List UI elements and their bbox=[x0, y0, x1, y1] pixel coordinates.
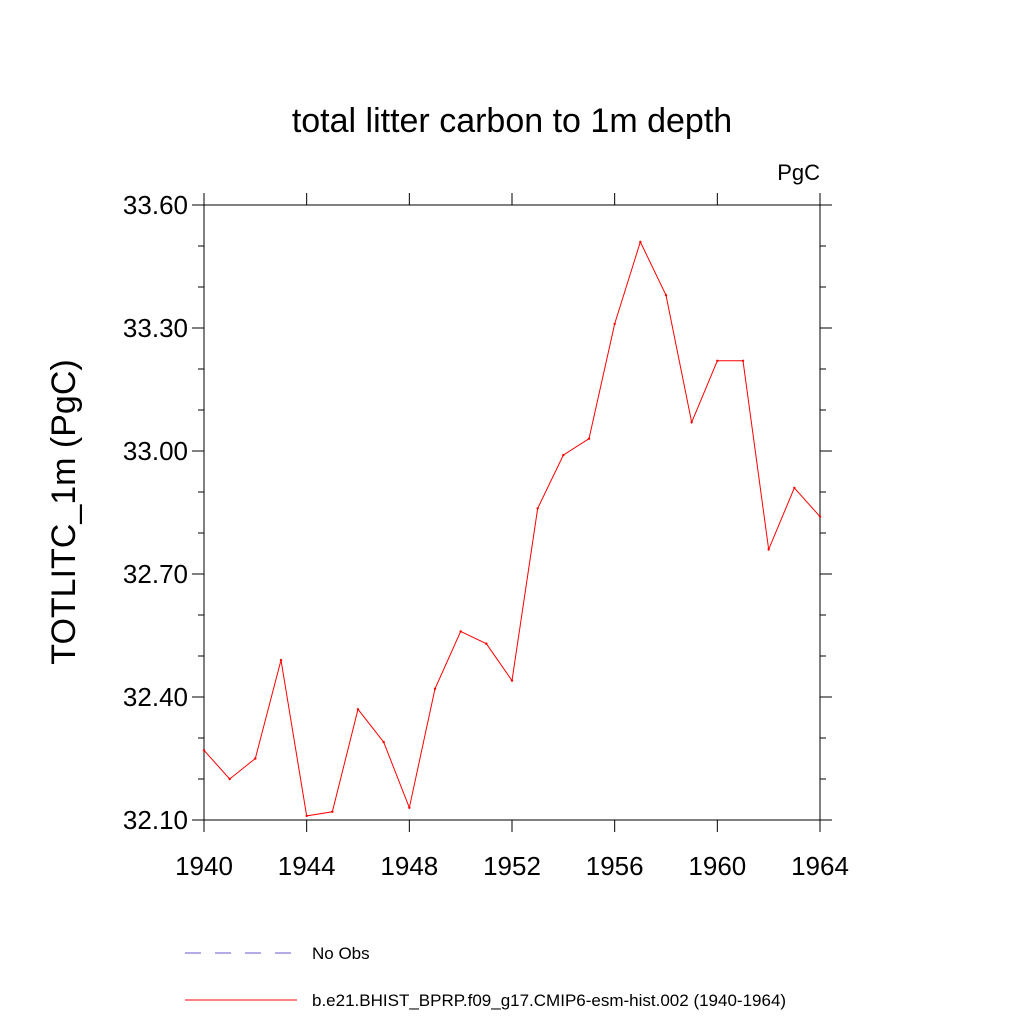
units-label: PgC bbox=[777, 160, 820, 185]
legend-label: b.e21.BHIST_BPRP.f09_g17.CMIP6-esm-hist.… bbox=[312, 991, 786, 1010]
data-point bbox=[433, 687, 437, 690]
data-point bbox=[716, 359, 719, 362]
data-point bbox=[664, 294, 668, 297]
data-point bbox=[279, 658, 283, 662]
y-tick-label: 32.40 bbox=[123, 682, 188, 712]
data-point bbox=[741, 359, 745, 362]
data-point bbox=[382, 740, 385, 744]
data-point bbox=[793, 486, 796, 490]
data-point bbox=[690, 421, 693, 424]
x-tick-label: 1964 bbox=[791, 851, 849, 881]
y-tick-label: 33.30 bbox=[123, 313, 188, 343]
plot-frame bbox=[203, 204, 821, 821]
data-point bbox=[228, 777, 231, 781]
data-point bbox=[305, 814, 308, 818]
data-point bbox=[485, 642, 488, 645]
data-point bbox=[459, 630, 462, 633]
y-tick-label: 33.60 bbox=[123, 190, 188, 220]
data-point bbox=[767, 548, 770, 551]
legend: No Obs b.e21.BHIST_BPRP.f09_g17.CMIP6-esm… bbox=[185, 944, 786, 1010]
data-point bbox=[202, 749, 206, 752]
x-tick-label: 1940 bbox=[175, 851, 233, 881]
data-point bbox=[331, 810, 334, 813]
data-point bbox=[536, 507, 539, 510]
data-point bbox=[356, 708, 360, 711]
series-layer bbox=[202, 240, 822, 818]
y-tick-label: 33.00 bbox=[123, 436, 188, 466]
series-line bbox=[203, 240, 821, 817]
x-tick-label: 1948 bbox=[380, 851, 438, 881]
x-tick-label: 1944 bbox=[278, 851, 336, 881]
x-tick-label: 1956 bbox=[586, 851, 644, 881]
data-point bbox=[613, 322, 616, 326]
legend-label: No Obs bbox=[312, 944, 370, 963]
y-tick-label: 32.10 bbox=[123, 805, 188, 835]
axes: 32.10 32.40 32.70 33.00 33.30 33.60 1940 1944 19… bbox=[123, 190, 849, 881]
data-point bbox=[639, 240, 642, 244]
data-point bbox=[562, 453, 565, 457]
data-point bbox=[408, 806, 411, 809]
x-tick-label: 1952 bbox=[483, 851, 541, 881]
data-point bbox=[510, 679, 514, 682]
data-point bbox=[818, 515, 822, 518]
data-point bbox=[587, 437, 591, 440]
y-tick-label: 32.70 bbox=[123, 559, 188, 589]
x-tick-label: 1960 bbox=[688, 851, 746, 881]
chart-title: total litter carbon to 1m depth bbox=[292, 102, 732, 140]
data-point bbox=[254, 757, 257, 760]
y-axis-label: TOTLITC_1m (PgC) bbox=[45, 359, 83, 664]
